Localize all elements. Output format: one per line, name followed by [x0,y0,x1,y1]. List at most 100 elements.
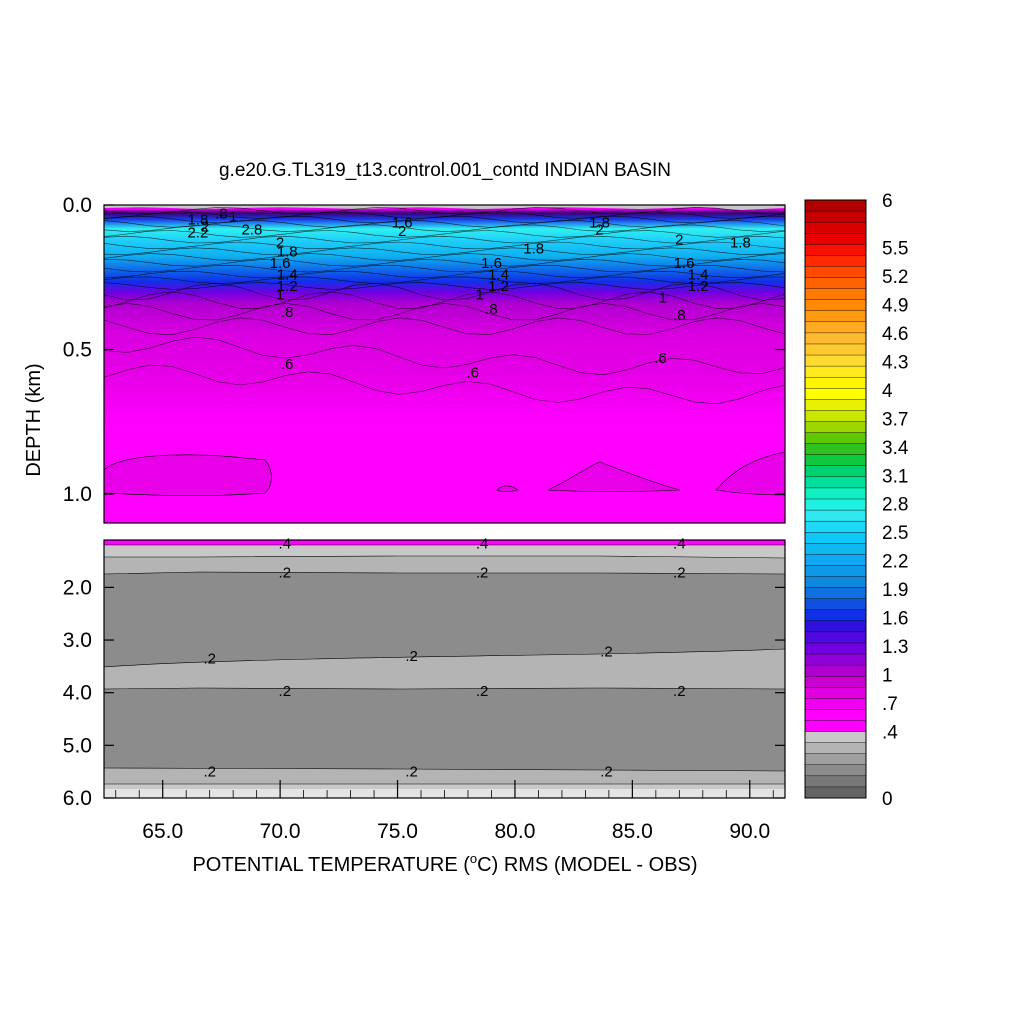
lower-contour-lines [104,544,785,785]
x-axis-label-degree: o [470,851,477,866]
contour-label: 2 [276,235,284,252]
contour-line [104,270,785,279]
contour-label: .2 [476,683,489,700]
x-tick-label: 85.0 [612,820,653,843]
x-tick-label: 75.0 [377,820,418,843]
deep-contour-mid [547,461,681,492]
contour-label: .4 [673,536,686,553]
contour-label: .6 [654,350,667,367]
contour-label: .2 [673,565,686,582]
y-tick-label: 1.0 [63,483,92,506]
colorbar-swatch [804,255,867,267]
colorbar-swatch [804,376,867,389]
colorbar-label: 4 [882,381,893,402]
contour-line [104,211,785,219]
contour-line [104,224,785,232]
contour-label: .2 [600,764,613,781]
contour-label: .8 [485,301,498,318]
contour-line [104,336,785,376]
x-axis-label-prefix: POTENTIAL TEMPERATURE ( [192,854,470,876]
contour-label: .2 [405,764,418,781]
colorbar-swatch [804,332,867,345]
colorbar-swatch [804,487,867,500]
colorbar-swatch [804,277,867,290]
contour-label: .2 [405,648,418,665]
colorbar-swatch [804,554,867,566]
colorbar-swatch [804,221,867,234]
colorbar-swatch [804,210,867,223]
x-tick-label: 90.0 [729,820,770,843]
colorbar-swatch [804,543,867,555]
colorbar-swatch [804,620,867,633]
colorbar-swatch [804,687,867,699]
contour-line [104,364,785,405]
upper-panel: 1.82.22.8 12.8 1.621.8221.81.61.41.21.8.61… [63,194,786,524]
colorbar-swatch [804,532,867,544]
colorbar-label: 4.9 [882,295,908,316]
colorbar-label: 1 [882,666,893,687]
colorbar-label: 1.6 [882,609,908,630]
contour-label: .2 [279,683,292,700]
colorbar-swatch [804,653,867,666]
colorbar-label: 4.3 [882,352,908,373]
contour-line [104,264,785,273]
contour-line [104,220,785,228]
lower-light-band [104,545,785,558]
contour-label: 1.8 [589,214,610,231]
colorbar-label: 5.5 [882,239,908,260]
colorbar-label: 2.5 [882,523,908,544]
contour-label: .6 [466,365,479,382]
contour-line [104,259,785,267]
x-axis-ticks: 65.0 70.0 75.0 80.0 85.0 90.0 [115,780,774,843]
contour-label: .8 [673,307,686,324]
colorbar-swatch [804,365,867,378]
y-tick-label: 3.0 [63,629,92,652]
colorbar-swatch [804,498,867,511]
colorbar: 6 5.5 5.2 4.9 4.6 4.3 4 3.7 3.4 3.1 2.8 2.5 2.2 1.9 1.… [804,191,909,810]
contour-label: 1.6 [481,255,502,272]
surface-gray-band [104,205,785,210]
colorbar-swatch [804,775,867,788]
colorbar-label: 4.6 [882,324,908,345]
x-axis-label: POTENTIAL TEMPERATURE (oC) RMS (MODEL - … [192,851,697,876]
contour-label: 1 [476,287,484,304]
contour-label: 2.8 [241,222,262,239]
contour-label: .2 [476,565,489,582]
x-tick-label: 70.0 [260,820,301,843]
contour-label: 1.6 [270,255,291,272]
lower-mid-band-2 [104,649,785,689]
y-tick-label: 6.0 [63,787,92,810]
y-tick-label: 5.0 [63,734,92,757]
colorbar-swatch [804,233,867,245]
contour-label: 1 [229,209,237,226]
colorbar-label: .7 [882,694,898,715]
colorbar-swatch [804,731,867,744]
colorbar-swatch [804,520,867,533]
lower-y-ticks: 2.0 3.0 4.0 5.0 6.0 [63,576,785,810]
contour-label: 1.2 [277,278,298,295]
colorbar-swatch [804,421,867,434]
colorbar-label: 2.8 [882,495,908,516]
contour-line [104,282,785,290]
colorbar-swatch [804,576,867,589]
contour-label: 1.8 [277,243,298,260]
contour-label: 2 [595,222,603,239]
upper-contour-labels: 1.82.22.8 12.8 1.621.8221.81.61.41.21.8.61… [187,206,750,382]
colorbar-swatch [804,675,867,688]
colorbar-swatch [804,587,867,600]
deep-contour-small [496,485,519,492]
contour-label: .8 [215,206,228,223]
colorbar-swatch [804,720,867,733]
contour-label: .2 [673,683,686,700]
colorbar-swatch [804,476,867,489]
colorbar-label: 1.9 [882,580,908,601]
colorbar-frame [804,199,867,799]
contour-label: 1 [276,287,284,304]
colorbar-swatch [804,354,867,367]
colorbar-swatch [804,598,867,611]
colorbar-swatch [804,565,867,578]
colorbar-label: 3.1 [882,466,908,487]
contour-label: .4 [476,536,489,553]
upper-contour-lines [104,207,785,405]
